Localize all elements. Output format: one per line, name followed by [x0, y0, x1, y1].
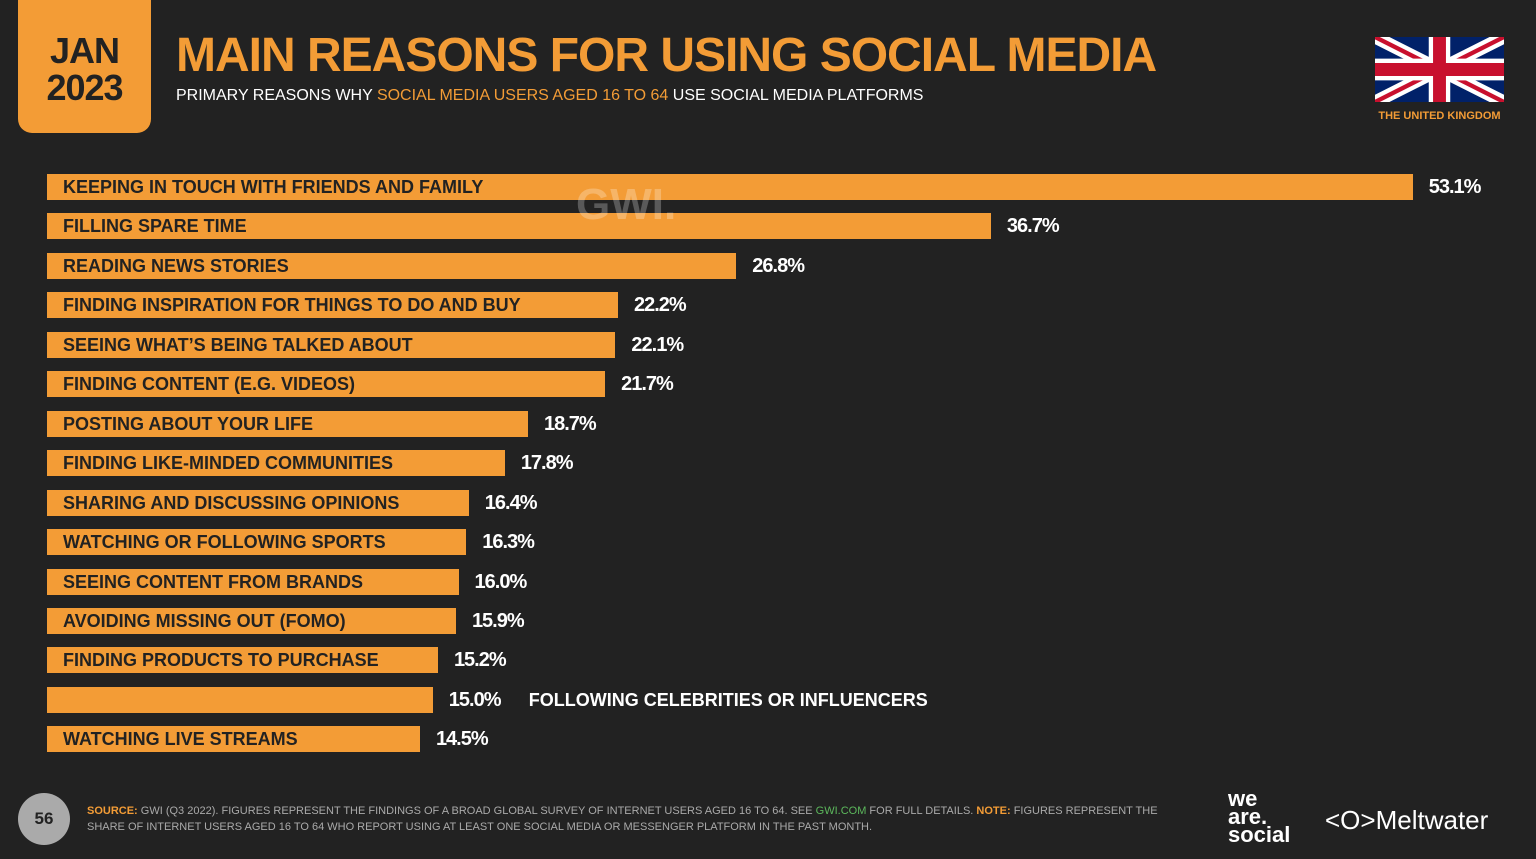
category-label: AVOIDING MISSING OUT (FOMO): [63, 610, 346, 631]
subtitle-pre: PRIMARY REASONS WHY: [176, 87, 377, 104]
value-label: 14.5%: [435, 728, 489, 751]
value-label: 26.8%: [752, 254, 805, 277]
bar: [47, 450, 505, 477]
bar: [47, 252, 737, 279]
category-label: SEEING WHAT’S BEING TALKED ABOUT: [63, 334, 413, 355]
bar: [47, 489, 469, 516]
bar: [47, 607, 456, 634]
bar: [47, 410, 528, 437]
category-label: READING NEWS STORIES: [63, 255, 289, 276]
bar: [47, 371, 606, 398]
value-label: 15.0%: [448, 688, 502, 711]
source-note: SOURCE: GWI (Q3 2022). FIGURES REPRESENT…: [87, 803, 1187, 835]
category-label: SHARING AND DISCUSSING OPINIONS: [63, 492, 400, 513]
bar: [47, 292, 618, 319]
category-label: KEEPING IN TOUCH WITH FRIENDS AND FAMILY: [63, 177, 484, 197]
bar: [47, 647, 438, 674]
value-label: 53.1%: [1428, 176, 1482, 198]
value-label: 16.0%: [474, 570, 528, 593]
source-link[interactable]: GWI.COM: [815, 805, 867, 817]
value-label: 36.7%: [1006, 215, 1060, 238]
category-label: FINDING LIKE-MINDED COMMUNITIES: [63, 453, 393, 474]
category-label: FOLLOWING CELEBRITIES OR INFLUENCERS: [528, 689, 928, 710]
date-year: 2023: [46, 67, 123, 108]
page-number: 56: [18, 793, 70, 845]
subtitle-highlight: SOCIAL MEDIA USERS AGED 16 TO 64: [376, 87, 669, 104]
subtitle-post: USE SOCIAL MEDIA PLATFORMS: [668, 87, 924, 104]
meltwater-logo: <O>Meltwater: [1325, 805, 1489, 835]
category-label: FINDING PRODUCTS TO PURCHASE: [63, 650, 379, 671]
page-subtitle: PRIMARY REASONS WHY SOCIAL MEDIA USERS A…: [176, 87, 923, 105]
note-text: FIGURES REPRESENT THE SHARE OF INTERNET …: [87, 805, 1158, 833]
bar: [47, 726, 420, 753]
gwi-watermark: GWI.: [576, 180, 677, 229]
date-month: JAN: [49, 30, 120, 71]
value-label: 15.9%: [471, 609, 525, 632]
bar-chart: 53.1% KEEPING IN TOUCH WITH FRIENDS AND F…: [47, 174, 1482, 753]
source-label: SOURCE:: [87, 805, 138, 817]
bar: [47, 686, 433, 713]
uk-flag-icon: [1375, 37, 1504, 102]
category-label: FILLING SPARE TIME: [63, 216, 247, 237]
category-label: WATCHING OR FOLLOWING SPORTS: [63, 532, 386, 553]
date-badge: JAN 2023: [18, 0, 151, 133]
note-label: NOTE:: [976, 805, 1011, 817]
bar: [47, 174, 1413, 200]
category-label: FINDING INSPIRATION FOR THINGS TO DO AND…: [63, 295, 521, 316]
value-label: 15.2%: [453, 649, 507, 672]
value-label: 22.1%: [631, 333, 684, 356]
page-title: MAIN REASONS FOR USING SOCIAL MEDIA: [176, 29, 1157, 82]
bar: [47, 213, 991, 240]
bar: [47, 568, 459, 595]
source-text: GWI (Q3 2022). FIGURES REPRESENT THE FIN…: [137, 805, 816, 817]
value-label: 18.7%: [543, 412, 597, 435]
value-label: 16.4%: [484, 491, 538, 514]
we-are-social-logo: we are. social: [1228, 786, 1291, 847]
value-label: 17.8%: [520, 452, 574, 475]
category-label: WATCHING LIVE STREAMS: [63, 729, 298, 750]
bar: [47, 331, 616, 358]
source-text-2: FOR FULL DETAILS.: [866, 805, 977, 817]
category-label: POSTING ABOUT YOUR LIFE: [63, 413, 314, 434]
category-label: FINDING CONTENT (E.G. VIDEOS): [63, 374, 356, 395]
category-label: SEEING CONTENT FROM BRANDS: [63, 571, 364, 592]
value-label: 22.2%: [633, 294, 687, 317]
country-label: THE UNITED KINGDOM: [1378, 110, 1501, 122]
value-label: 21.7%: [621, 373, 674, 396]
value-label: 16.3%: [482, 531, 535, 554]
bar: [47, 529, 467, 556]
